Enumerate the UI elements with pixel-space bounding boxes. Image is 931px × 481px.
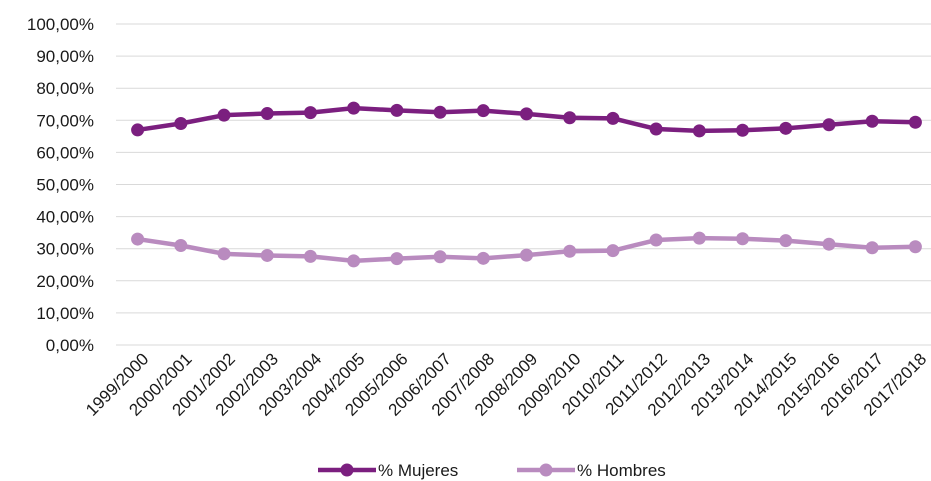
data-point (779, 121, 793, 135)
data-point (347, 254, 361, 268)
data-point (563, 244, 577, 258)
y-tick-label: 40,00% (36, 208, 94, 227)
data-point (174, 238, 188, 252)
legend-item: % Hombres (517, 461, 666, 480)
data-point (865, 114, 879, 128)
data-point (303, 249, 317, 263)
legend-label: % Hombres (577, 461, 666, 480)
y-tick-label: 50,00% (36, 176, 94, 195)
data-point (433, 105, 447, 119)
data-point (390, 103, 404, 117)
legend-swatch-marker (539, 463, 553, 477)
data-point (174, 117, 188, 131)
data-point (433, 250, 447, 264)
data-point (217, 108, 231, 122)
legend-item: % Mujeres (318, 461, 458, 480)
grid-lines (116, 23, 931, 346)
data-point (736, 232, 750, 246)
y-tick-label: 20,00% (36, 272, 94, 291)
y-axis-tick-labels: 0,00% 10,00% 20,00% 30,00% 40,00% 50,00% 60,00… (27, 15, 94, 355)
y-tick-label: 100,00% (27, 15, 94, 34)
y-tick-label: 70,00% (36, 111, 94, 130)
data-point (260, 248, 274, 262)
data-point (563, 111, 577, 125)
data-point (779, 234, 793, 248)
data-point (606, 244, 620, 258)
data-point (649, 122, 663, 136)
data-point (692, 231, 706, 245)
data-point (303, 106, 317, 120)
data-point (476, 251, 490, 265)
y-tick-label: 30,00% (36, 240, 94, 259)
y-tick-label: 80,00% (36, 79, 94, 98)
data-point (822, 118, 836, 132)
y-tick-label: 60,00% (36, 143, 94, 162)
data-point (908, 240, 922, 254)
x-axis-tick-labels: 1999/20002000/20012001/20022002/20032003… (82, 349, 930, 419)
legend: % Mujeres % Hombres (318, 461, 666, 480)
legend-label: % Mujeres (378, 461, 458, 480)
data-point (606, 111, 620, 125)
y-tick-label: 90,00% (36, 47, 94, 66)
series-lines (131, 101, 922, 268)
data-point (865, 241, 879, 255)
data-point (260, 107, 274, 121)
data-point (822, 237, 836, 251)
data-point (347, 101, 361, 115)
data-point (131, 232, 145, 246)
data-point (908, 115, 922, 129)
y-tick-label: 0,00% (46, 336, 94, 355)
data-point (736, 123, 750, 137)
data-point (476, 104, 490, 118)
data-point (520, 107, 533, 121)
data-point (692, 124, 706, 138)
data-point (131, 123, 145, 137)
legend-swatch-marker (340, 463, 354, 477)
data-point (520, 248, 533, 262)
data-point (649, 233, 663, 247)
y-tick-label: 10,00% (36, 304, 94, 323)
data-point (217, 247, 231, 261)
data-point (390, 252, 404, 266)
